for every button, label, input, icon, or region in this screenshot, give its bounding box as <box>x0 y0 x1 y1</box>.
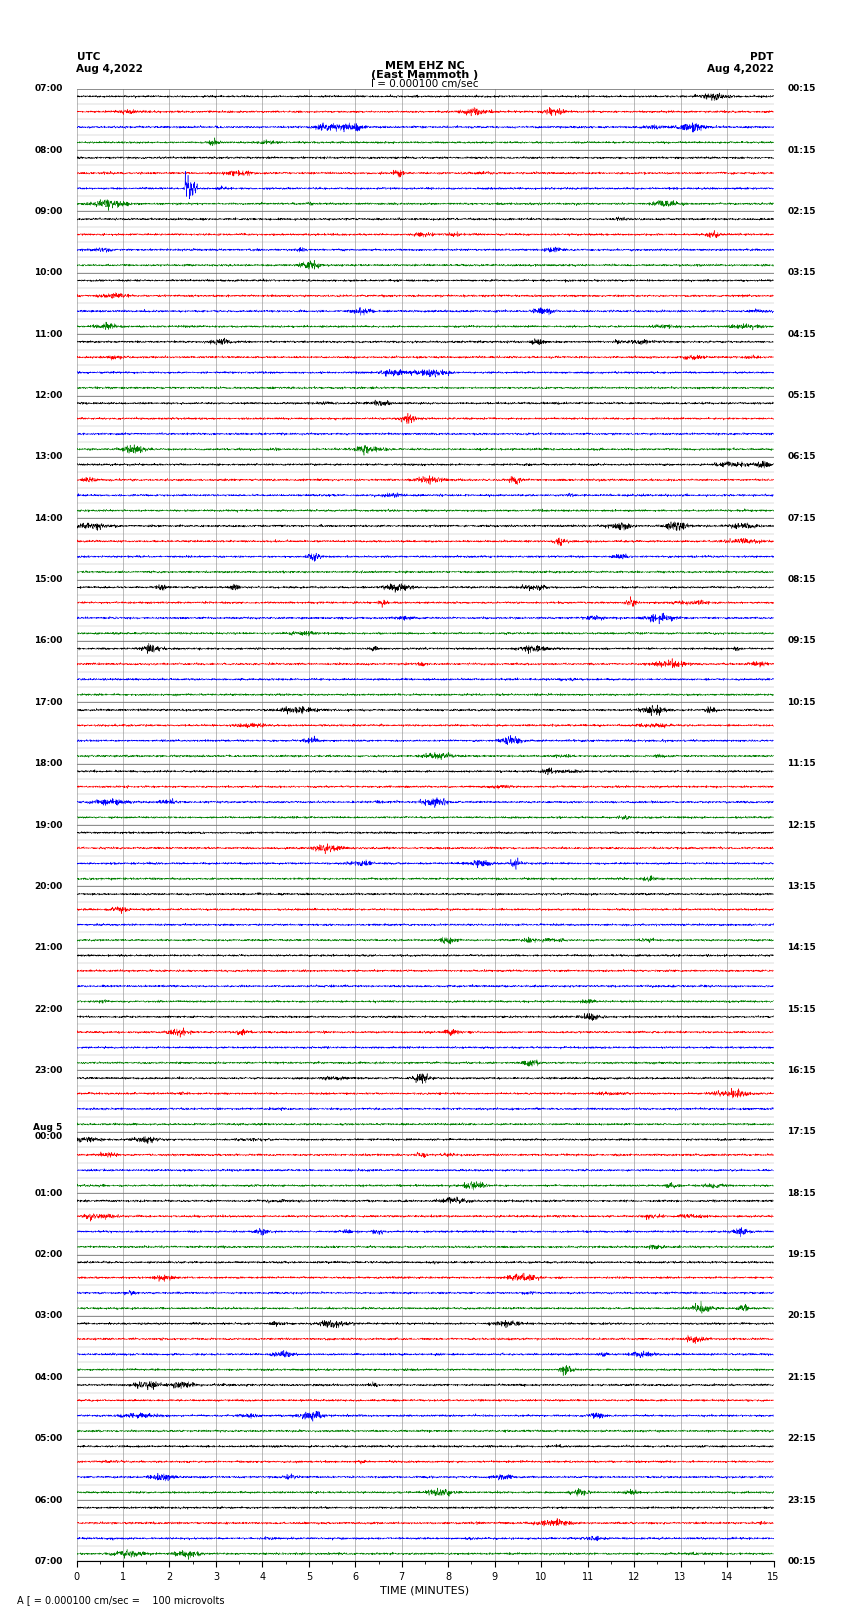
Text: 19:00: 19:00 <box>34 821 63 829</box>
Text: 03:15: 03:15 <box>787 268 816 277</box>
Text: 12:00: 12:00 <box>34 390 63 400</box>
Text: 17:15: 17:15 <box>787 1127 816 1136</box>
Text: 07:00: 07:00 <box>34 84 63 94</box>
Text: 16:15: 16:15 <box>787 1066 816 1074</box>
Text: PDT: PDT <box>750 52 774 63</box>
Text: 20:00: 20:00 <box>34 882 63 890</box>
Text: 05:15: 05:15 <box>787 390 816 400</box>
Text: 03:00: 03:00 <box>34 1311 63 1321</box>
Text: 13:15: 13:15 <box>787 882 816 890</box>
Text: 04:15: 04:15 <box>787 329 816 339</box>
Text: Aug 4,2022: Aug 4,2022 <box>76 65 144 74</box>
Text: 13:00: 13:00 <box>34 452 63 461</box>
Text: 21:15: 21:15 <box>787 1373 816 1382</box>
Text: 02:15: 02:15 <box>787 206 816 216</box>
Text: 11:15: 11:15 <box>787 760 816 768</box>
Text: 01:15: 01:15 <box>787 145 816 155</box>
Text: UTC: UTC <box>76 52 100 63</box>
Text: Aug 5: Aug 5 <box>33 1123 63 1132</box>
Text: MEM EHZ NC: MEM EHZ NC <box>385 61 465 71</box>
Text: 09:00: 09:00 <box>34 206 63 216</box>
Text: 12:15: 12:15 <box>787 821 816 829</box>
Text: 02:00: 02:00 <box>34 1250 63 1260</box>
Text: 08:15: 08:15 <box>787 576 816 584</box>
Text: 21:00: 21:00 <box>34 944 63 952</box>
Text: 10:15: 10:15 <box>787 698 816 706</box>
Text: 09:15: 09:15 <box>787 637 816 645</box>
Text: 07:15: 07:15 <box>787 515 816 523</box>
Text: 23:00: 23:00 <box>34 1066 63 1074</box>
Text: 17:00: 17:00 <box>34 698 63 706</box>
Text: 14:15: 14:15 <box>787 944 816 952</box>
Text: 22:00: 22:00 <box>34 1005 63 1013</box>
Text: I = 0.000100 cm/sec: I = 0.000100 cm/sec <box>371 79 479 89</box>
Text: 07:00: 07:00 <box>34 1557 63 1566</box>
Text: A [ = 0.000100 cm/sec =    100 microvolts: A [ = 0.000100 cm/sec = 100 microvolts <box>17 1595 224 1605</box>
Text: 19:15: 19:15 <box>787 1250 816 1260</box>
Text: 22:15: 22:15 <box>787 1434 816 1444</box>
X-axis label: TIME (MINUTES): TIME (MINUTES) <box>381 1586 469 1595</box>
Text: 04:00: 04:00 <box>34 1373 63 1382</box>
Text: 00:15: 00:15 <box>787 1557 816 1566</box>
Text: 15:15: 15:15 <box>787 1005 816 1013</box>
Text: 06:00: 06:00 <box>34 1495 63 1505</box>
Text: 18:15: 18:15 <box>787 1189 816 1198</box>
Text: 20:15: 20:15 <box>787 1311 816 1321</box>
Text: 10:00: 10:00 <box>34 268 63 277</box>
Text: 16:00: 16:00 <box>34 637 63 645</box>
Text: 18:00: 18:00 <box>34 760 63 768</box>
Text: (East Mammoth ): (East Mammoth ) <box>371 69 479 81</box>
Text: 06:15: 06:15 <box>787 452 816 461</box>
Text: 08:00: 08:00 <box>34 145 63 155</box>
Text: 11:00: 11:00 <box>34 329 63 339</box>
Text: 01:00: 01:00 <box>34 1189 63 1198</box>
Text: 15:00: 15:00 <box>34 576 63 584</box>
Text: 23:15: 23:15 <box>787 1495 816 1505</box>
Text: Aug 4,2022: Aug 4,2022 <box>706 65 774 74</box>
Text: 00:15: 00:15 <box>787 84 816 94</box>
Text: 00:00: 00:00 <box>35 1132 63 1140</box>
Text: 05:00: 05:00 <box>34 1434 63 1444</box>
Text: 14:00: 14:00 <box>34 515 63 523</box>
